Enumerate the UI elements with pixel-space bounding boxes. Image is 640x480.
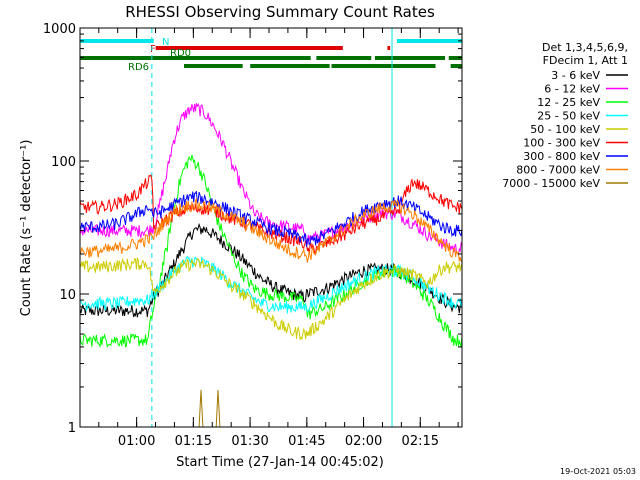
y-tick-label: 10 <box>59 288 76 303</box>
legend-entry-label: 300 - 800 keV <box>523 150 600 163</box>
data-series <box>79 103 463 428</box>
x-tick-label: 02:15 <box>402 434 439 449</box>
legend-entry-label: 12 - 25 keV <box>537 96 600 109</box>
legend-entry-label: 25 - 50 keV <box>537 110 600 123</box>
series-line <box>79 257 463 341</box>
legend-entry-label: 3 - 6 keV <box>551 69 600 82</box>
y-tick-label: 1000 <box>43 22 76 37</box>
status-bar-label: RD6 <box>128 62 149 73</box>
x-axis: 01:00 01:15 01:30 01:45 02:00 02:15 <box>98 28 459 449</box>
status-bar-label: N <box>162 37 169 48</box>
x-tick-label: 01:00 <box>118 434 155 449</box>
x-tick-label: 01:15 <box>175 434 212 449</box>
series-line <box>79 197 463 263</box>
series-line <box>79 255 463 314</box>
legend-header: Det 1,3,4,5,6,9, <box>542 41 628 54</box>
x-axis-label: Start Time (27-Jan-14 00:45:02) <box>176 455 384 470</box>
legend-entry-label: 6 - 12 keV <box>544 83 600 96</box>
generation-timestamp: 19-Oct-2021 05:03 <box>560 467 636 476</box>
legend-entry-label: 7000 - 15000 keV <box>502 177 600 190</box>
x-tick-label: 01:30 <box>231 434 268 449</box>
legend-entry-label: 100 - 300 keV <box>523 137 600 150</box>
legend-entry-label: 800 - 7000 keV <box>516 164 600 177</box>
x-tick-label: 01:45 <box>288 434 325 449</box>
y-axis: 1 10 100 1000 <box>43 22 462 436</box>
y-axis-label: Count Rate (s⁻¹ detector⁻¹) <box>19 140 34 317</box>
x-tick-label: 02:00 <box>345 434 382 449</box>
legend: Det 1,3,4,5,6,9,FDecim 1, Att 1 3 - 6 keV… <box>502 41 628 190</box>
legend-header: FDecim 1, Att 1 <box>543 54 628 67</box>
y-tick-label: 100 <box>51 155 76 170</box>
plot-frame <box>79 27 463 428</box>
legend-entry-label: 50 - 100 keV <box>530 123 600 136</box>
status-bars: NF RD0 RD6 <box>80 37 462 73</box>
chart-title: RHESSI Observing Summary Count Rates <box>125 3 435 21</box>
status-bar-label: F <box>150 44 156 55</box>
series-line <box>79 191 463 247</box>
y-tick-label: 1 <box>68 421 76 436</box>
status-bar-label: RD0 <box>170 48 191 59</box>
